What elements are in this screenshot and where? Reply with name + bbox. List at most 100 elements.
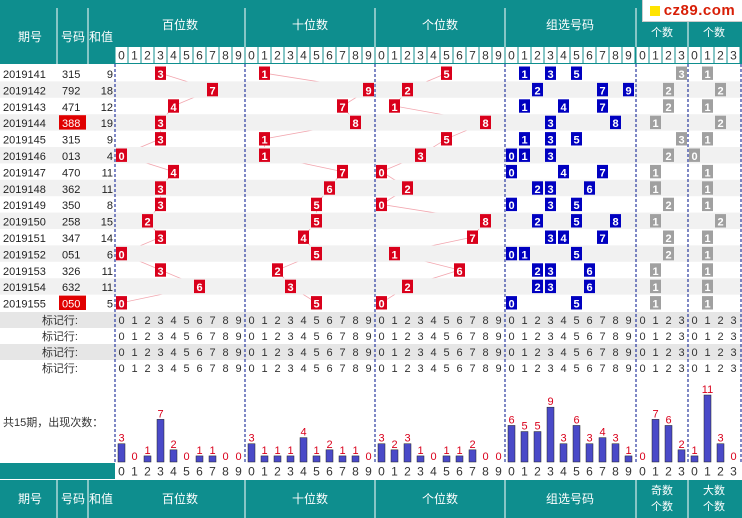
marker-digit: 3 xyxy=(417,363,423,375)
row-sum: 11 xyxy=(102,282,113,294)
bottom-digit-cell xyxy=(323,463,336,479)
row-stripe xyxy=(0,245,742,262)
top-digit-cell xyxy=(440,47,453,63)
marker-digit: 0 xyxy=(508,331,514,343)
big-count-label: 0 xyxy=(691,151,697,163)
freq-bar-big xyxy=(703,394,712,463)
bottom-digit-cell xyxy=(714,463,727,479)
digit-ball xyxy=(480,115,491,130)
row-stripe xyxy=(0,114,742,131)
row-sum: 9 xyxy=(107,135,113,147)
odd-count-label: 1 xyxy=(652,184,658,196)
marker-digit: 1 xyxy=(391,347,397,359)
big-count-label: 1 xyxy=(704,282,710,294)
bottom-digit-cell xyxy=(688,463,701,479)
big-count-ball xyxy=(702,263,713,277)
marker-digit: 2 xyxy=(717,347,723,359)
freq-bar-tens xyxy=(260,455,269,463)
marker-digit: 2 xyxy=(665,331,671,343)
freq-bar-group xyxy=(585,443,594,463)
big-count-label: 1 xyxy=(704,299,710,311)
bottom-digit-digit: 3 xyxy=(157,465,164,479)
footer-number: 号码 xyxy=(61,492,85,506)
bottom-digit-cell xyxy=(193,463,206,479)
bottom-digit-digit: 1 xyxy=(521,465,528,479)
bottom-digit-digit: 4 xyxy=(430,465,437,479)
top-digit-digit: 2 xyxy=(404,49,411,63)
top-digit-cell xyxy=(388,47,401,63)
marker-digit: 4 xyxy=(560,315,566,327)
bottom-digit-cell xyxy=(414,463,427,479)
marker-digit: 2 xyxy=(717,363,723,375)
odd-count-label: 1 xyxy=(652,282,658,294)
marker-digit: 6 xyxy=(326,363,332,375)
marker-digit: 3 xyxy=(417,347,423,359)
site-logo[interactable]: cz89.com xyxy=(642,0,742,22)
bottom-digit-digit: 6 xyxy=(326,465,333,479)
marker-digit: 3 xyxy=(678,315,684,327)
marker-digit: 4 xyxy=(300,347,306,359)
top-digit-cell xyxy=(609,47,622,63)
marker-digit: 8 xyxy=(482,347,488,359)
odd-count-ball xyxy=(650,115,661,130)
freq-value-ones: 0 xyxy=(430,451,436,463)
big-count-ball xyxy=(715,115,726,130)
digit-ball-label: 7 xyxy=(339,167,345,179)
marker-digit: 2 xyxy=(274,315,280,327)
marker-digit: 8 xyxy=(352,363,358,375)
digit-ball xyxy=(402,82,413,97)
big-count-ball xyxy=(702,99,713,113)
group-ball-label: 8 xyxy=(612,217,618,229)
marker-digit: 3 xyxy=(678,347,684,359)
group-ball-label: 4 xyxy=(560,102,567,114)
group-ball xyxy=(571,296,582,310)
top-digit-cell xyxy=(375,47,388,63)
marker-label: 标记行: xyxy=(42,361,78,375)
marker-digit: 1 xyxy=(704,363,710,375)
marker-digit: 4 xyxy=(560,363,566,375)
marker-digit: 5 xyxy=(183,331,189,343)
bottom-digit-digit: 2 xyxy=(665,465,672,479)
row-number: 388 xyxy=(62,118,80,130)
freq-bar-hundreds xyxy=(156,419,165,463)
freq-bar-group xyxy=(611,443,620,463)
marker-digit: 1 xyxy=(652,331,658,343)
digit-ball xyxy=(259,66,270,80)
top-digit-digit: 3 xyxy=(287,49,294,63)
odd-count-label: 3 xyxy=(678,69,684,81)
digit-ball xyxy=(376,296,387,310)
row-number: 315 xyxy=(62,69,80,81)
bottom-digit-digit: 2 xyxy=(534,465,541,479)
freq-bar-hundreds xyxy=(169,449,178,463)
digit-ball xyxy=(194,279,205,294)
bottom-digit-cell xyxy=(206,463,219,479)
freq-value-odd: 7 xyxy=(652,408,658,420)
group-ball xyxy=(545,230,556,244)
marker-digit: 7 xyxy=(209,315,215,327)
freq-value-group: 9 xyxy=(547,396,553,408)
bottom-digit-cell xyxy=(492,463,505,479)
bottom-digit-cell xyxy=(128,463,141,479)
bottom-digit-digit: 9 xyxy=(365,465,372,479)
marker-digit: 0 xyxy=(378,347,384,359)
freq-bar-tens xyxy=(325,449,334,463)
freq-value-hundreds: 7 xyxy=(157,408,163,420)
odd-count-label: 2 xyxy=(665,85,671,97)
freq-value-hundreds: 1 xyxy=(209,445,215,457)
top-digit-cell xyxy=(479,47,492,63)
top-digit-digit: 5 xyxy=(313,49,320,63)
row-sum: 11 xyxy=(102,266,113,278)
odd-count-label: 2 xyxy=(665,102,671,114)
digit-ball xyxy=(207,82,218,97)
freq-value-odd: 0 xyxy=(639,451,645,463)
top-digit-cell xyxy=(414,47,427,63)
marker-digit: 6 xyxy=(586,363,592,375)
odd-count-ball xyxy=(663,230,674,244)
marker-digit: 0 xyxy=(378,363,384,375)
freq-bar-tens xyxy=(299,437,308,463)
freq-value-hundreds: 0 xyxy=(222,451,228,463)
digit-ball xyxy=(311,246,322,261)
top-digit-digit: 0 xyxy=(691,49,698,63)
group-ball xyxy=(571,246,582,261)
footer-group-ones: 个位数 xyxy=(422,491,458,506)
